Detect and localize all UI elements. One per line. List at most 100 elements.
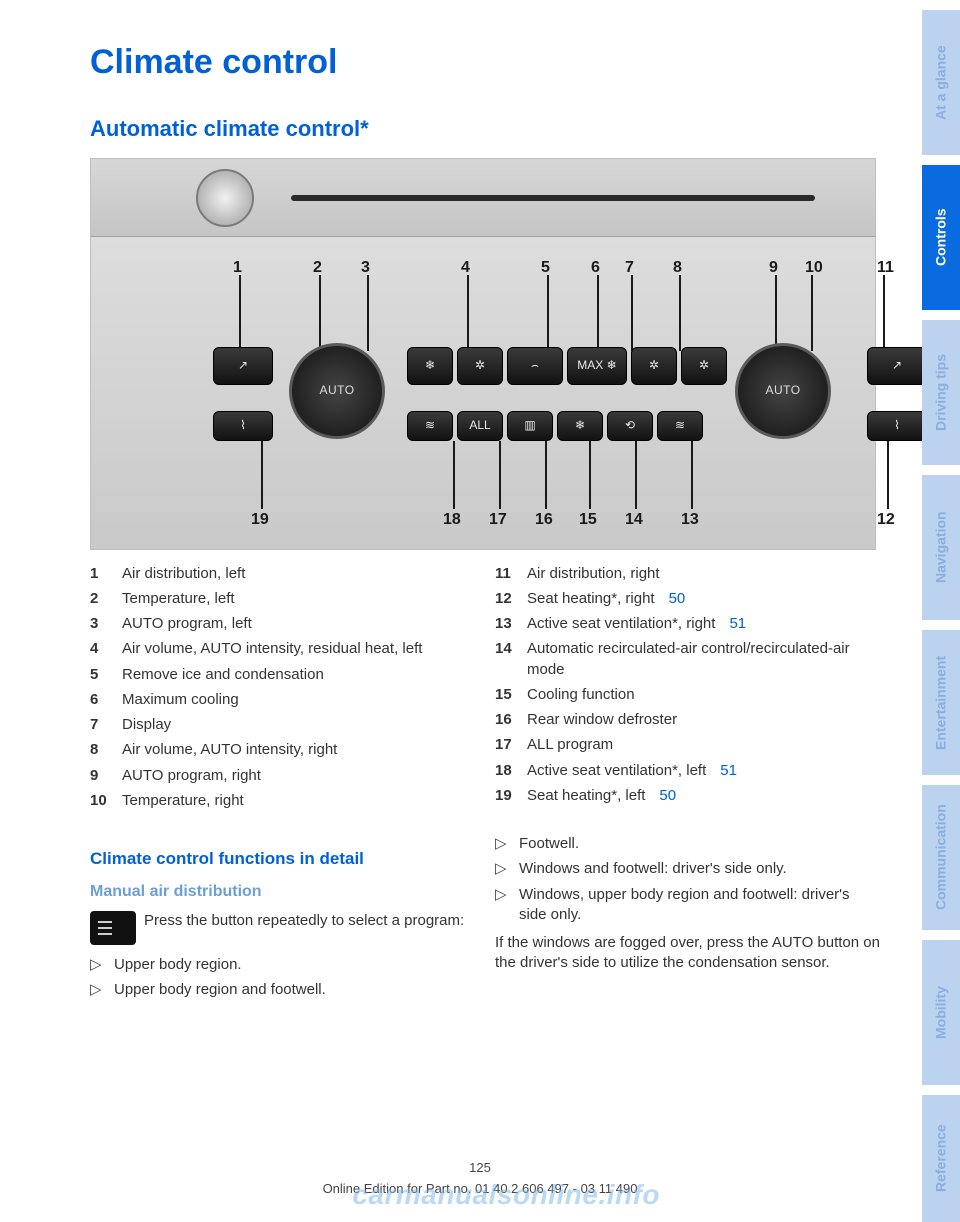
legend-row: 17 ALL program [495,735,880,755]
callout-lead [367,275,369,351]
triangle-bullet-icon: ▷ [495,885,509,926]
callout-lead [635,441,637,509]
callout-lead [261,441,263,509]
callout-lead [467,275,469,351]
legend-text: Air volume, AUTO intensity, right [122,740,337,760]
legend-text: Automatic recirculated-air control/recir… [527,639,880,680]
side-tab[interactable]: Entertainment [922,630,960,775]
legend-number: 8 [90,740,112,760]
panel-button: MAX ❄ [567,347,627,385]
detail-right-column: ▷Footwell. ▷Windows and footwell: driver'… [495,830,880,1005]
bullet-text: Upper body region. [114,955,242,975]
callout-lead [545,441,547,509]
legend-number: 17 [495,735,517,755]
detail-left-column: Climate control functions in detail Manu… [90,830,475,1005]
climate-panel-diagram: 12345678910111918171615141312↗❄✲⌢MAX ❄✲✲… [90,158,876,550]
panel-button: ↗ [867,347,927,385]
callout-lead [239,275,241,351]
triangle-bullet-icon: ▷ [90,980,104,1000]
callout-lead [811,275,813,351]
page-reference[interactable]: 50 [669,589,686,609]
legend-row: 13 Active seat ventilation*, right 51 [495,614,880,634]
panel-button: ❄ [557,411,603,441]
callout-lead [499,441,501,509]
legend-text: Temperature, right [122,791,244,811]
legend-number: 6 [90,690,112,710]
callout-lead [775,275,777,351]
legend-left-column: 1Air distribution, left2Temperature, lef… [90,564,475,817]
panel-button: ⌇ [867,411,927,441]
detail-intro: Press the button repeatedly to select a … [144,911,475,931]
panel-button: ⌢ [507,347,563,385]
callout-number: 18 [443,509,461,531]
legend-text: Temperature, left [122,589,235,609]
legend-number: 10 [90,791,112,811]
detail-heading: Climate control functions in detail [90,848,475,871]
legend-number: 7 [90,715,112,735]
panel-button: ❄ [407,347,453,385]
callout-lead [589,441,591,509]
side-tab[interactable]: Communication [922,785,960,930]
side-tab[interactable]: Reference [922,1095,960,1222]
legend-number: 1 [90,564,112,584]
callout-number: 13 [681,509,699,531]
legend-number: 4 [90,639,112,659]
legend-number: 11 [495,564,517,584]
legend-row: 12Seat heating*, right 50 [495,589,880,609]
legend-row: 5Remove ice and condensation [90,665,475,685]
side-tab[interactable]: Navigation [922,475,960,620]
cd-knob [196,169,254,227]
callout-lead [887,441,889,509]
page-reference[interactable]: 51 [720,761,737,781]
bullet-row: ▷Upper body region. [90,955,475,975]
legend-row: 14Automatic recirculated-air control/rec… [495,639,880,680]
legend-right-column: 11Air distribution, right12Seat heating*… [495,564,880,817]
triangle-bullet-icon: ▷ [495,834,509,854]
panel-button: ≋ [407,411,453,441]
bullet-text: Upper body region and footwell. [114,980,326,1000]
callout-lead [597,275,599,351]
callout-lead [679,275,681,351]
callout-number: 16 [535,509,553,531]
page-number: 125 [0,1159,960,1177]
callout-lead [631,275,633,351]
callout-lead [319,275,321,351]
legend-number: 14 [495,639,517,680]
panel-button: ✲ [681,347,727,385]
legend-row: 18Active seat ventilation*, left 51 [495,761,880,781]
legend-row: 10 Temperature, right [90,791,475,811]
legend-row: 2 Temperature, left [90,589,475,609]
side-tab[interactable]: At a glance [922,10,960,155]
side-tab[interactable]: Driving tips [922,320,960,465]
auto-dial: AUTO [289,343,385,439]
legend-number: 12 [495,589,517,609]
legend-number: 13 [495,614,517,634]
page-reference[interactable]: 51 [729,614,746,634]
side-tab[interactable]: Controls [922,165,960,310]
legend-row: 9AUTO program, right [90,766,475,786]
legend-number: 15 [495,685,517,705]
bullet-row: ▷ Upper body region and footwell. [90,980,475,1000]
legend-row: 16Rear window defroster [495,710,880,730]
legend-text: Remove ice and condensation [122,665,324,685]
legend-text: Maximum cooling [122,690,239,710]
legend-row: 7Display [90,715,475,735]
auto-dial: AUTO [735,343,831,439]
bullet-row: ▷Windows and footwell: driver's side onl… [495,859,880,879]
panel-button: ▥ [507,411,553,441]
legend-row: 4Air volume, AUTO intensity, residual he… [90,639,475,659]
panel-button: ≋ [657,411,703,441]
bullet-row: ▷Footwell. [495,834,880,854]
panel-button: ✲ [631,347,677,385]
side-tab[interactable]: Mobility [922,940,960,1085]
panel-button: ↗ [213,347,273,385]
legend-row: 15 Cooling function [495,685,880,705]
legend-text: Active seat ventilation*, right [527,614,715,634]
legend-text: ALL program [527,735,613,755]
legend-number: 9 [90,766,112,786]
legend-number: 2 [90,589,112,609]
legend-text: Seat heating*, left [527,786,645,806]
legend-text: Cooling function [527,685,635,705]
callout-number: 12 [877,509,895,531]
page-reference[interactable]: 50 [659,786,676,806]
